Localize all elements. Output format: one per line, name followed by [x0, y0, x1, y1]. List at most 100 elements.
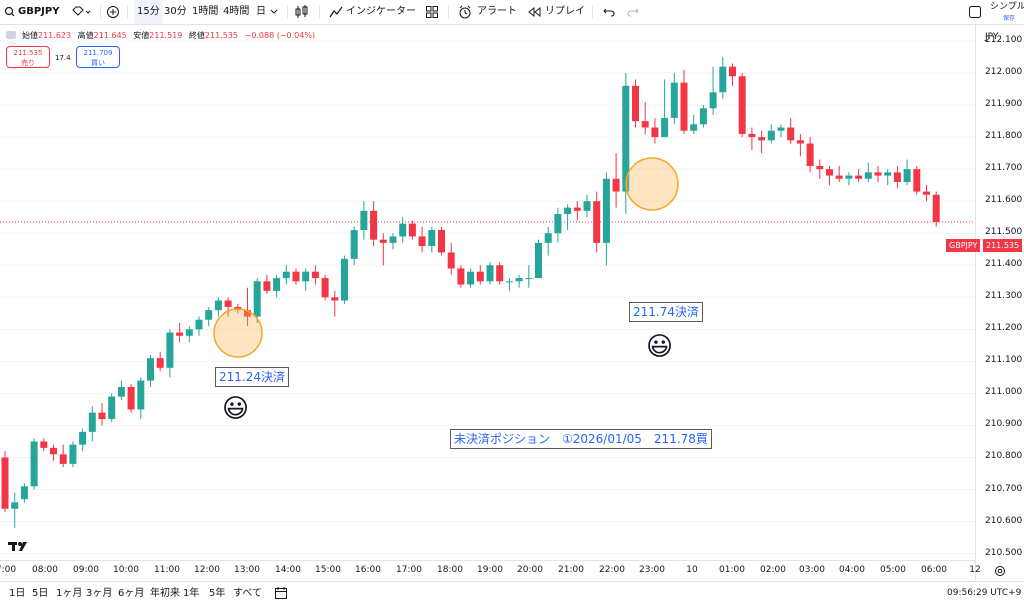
candle[interactable]: [341, 255, 348, 304]
candle[interactable]: [273, 274, 281, 298]
candle[interactable]: [311, 265, 319, 285]
interval-15m[interactable]: 15分: [134, 0, 163, 24]
candle[interactable]: [738, 73, 746, 138]
range-button[interactable]: 3ヶ月: [86, 588, 113, 599]
range-button[interactable]: 1年: [183, 588, 200, 599]
candle[interactable]: [98, 403, 106, 426]
checkbox-icon[interactable]: [968, 0, 982, 24]
candle[interactable]: [515, 274, 523, 288]
candle[interactable]: [874, 165, 882, 182]
candle[interactable]: [30, 438, 38, 490]
indicators-icon[interactable]: [328, 0, 344, 24]
candle[interactable]: [282, 265, 290, 285]
replay-button[interactable]: リプレイ: [545, 6, 585, 17]
simple-mode-label[interactable]: シンプル: [990, 2, 1024, 12]
candle[interactable]: [476, 265, 484, 285]
save-label[interactable]: 保存: [1003, 15, 1016, 22]
candle[interactable]: [88, 406, 96, 442]
candle[interactable]: [205, 306, 213, 327]
candle[interactable]: [709, 66, 717, 115]
candle[interactable]: [787, 117, 795, 144]
tradingview-logo[interactable]: [8, 540, 30, 555]
candle[interactable]: [302, 268, 310, 291]
settings-gear-icon[interactable]: [993, 563, 1007, 582]
chart-style-icon[interactable]: [70, 0, 94, 24]
candle[interactable]: [457, 265, 465, 288]
legend-collapse-icon[interactable]: [6, 31, 16, 39]
candle[interactable]: [108, 393, 116, 423]
candle[interactable]: [593, 191, 601, 253]
candle[interactable]: [845, 172, 853, 186]
settle-note-1[interactable]: 211.24決済: [215, 367, 289, 387]
candle[interactable]: [50, 444, 57, 461]
candle[interactable]: [467, 268, 475, 288]
currency-label[interactable]: JPY: [985, 32, 999, 42]
candle[interactable]: [690, 114, 698, 134]
candle[interactable]: [796, 133, 804, 157]
range-button[interactable]: 6ヶ月: [118, 588, 145, 599]
candle[interactable]: [729, 63, 736, 86]
candle[interactable]: [564, 204, 572, 231]
candle[interactable]: [602, 172, 610, 266]
candle[interactable]: [641, 101, 649, 134]
candle[interactable]: [156, 351, 164, 371]
candle[interactable]: [826, 165, 833, 186]
candle[interactable]: [147, 354, 154, 388]
candle[interactable]: [69, 441, 77, 468]
interval-dropdown-icon[interactable]: [268, 0, 280, 24]
candlestick-chart[interactable]: [0, 25, 975, 560]
candle[interactable]: [438, 226, 445, 256]
range-button[interactable]: すべて: [233, 588, 262, 599]
candle[interactable]: [719, 57, 727, 99]
candle[interactable]: [651, 117, 659, 144]
candle[interactable]: [816, 159, 824, 179]
candle[interactable]: [370, 201, 378, 247]
candle[interactable]: [418, 226, 426, 253]
redo-icon[interactable]: [626, 0, 640, 24]
candle[interactable]: [253, 278, 261, 323]
candle[interactable]: [20, 483, 28, 503]
time-axis[interactable]: 7:00 08:00 09:00 10:00 11:00 12:00 13:00 14:00 1…: [0, 560, 981, 581]
candle[interactable]: [137, 377, 145, 420]
candle[interactable]: [525, 265, 533, 288]
candle[interactable]: [893, 165, 901, 189]
candle[interactable]: [195, 316, 203, 336]
range-button[interactable]: 年初来: [150, 588, 180, 599]
candle[interactable]: [680, 69, 688, 134]
candle[interactable]: [176, 322, 184, 343]
alarm-clock-icon[interactable]: [457, 0, 473, 24]
replay-icon[interactable]: [527, 0, 541, 24]
candle[interactable]: [117, 380, 125, 400]
clock-timezone[interactable]: 09:56:29 UTC+9: [947, 588, 1022, 598]
candle[interactable]: [544, 226, 552, 256]
compare-add-icon[interactable]: [106, 0, 120, 24]
candle[interactable]: [855, 169, 863, 182]
layouts-icon[interactable]: [425, 0, 439, 24]
candle[interactable]: [777, 124, 785, 138]
candle[interactable]: [622, 73, 630, 215]
range-button[interactable]: 5年: [209, 588, 226, 599]
alert-button[interactable]: アラート: [477, 6, 517, 17]
candle[interactable]: [185, 326, 193, 343]
candle[interactable]: [408, 220, 416, 240]
candle[interactable]: [40, 438, 48, 452]
symbol-search[interactable]: GBPJPY: [18, 6, 60, 17]
undo-icon[interactable]: [602, 0, 616, 24]
range-button[interactable]: 5日: [32, 588, 49, 599]
interval-1h[interactable]: 1時間: [192, 6, 219, 17]
candle[interactable]: [234, 303, 242, 314]
candle[interactable]: [670, 73, 678, 125]
date-range-calendar-icon[interactable]: [274, 582, 288, 605]
interval-30m[interactable]: 30分: [164, 6, 187, 17]
sell-button[interactable]: 211.535 売り: [6, 46, 50, 68]
candle[interactable]: [583, 194, 591, 218]
candle[interactable]: [661, 79, 669, 138]
candle[interactable]: [554, 207, 562, 243]
candle[interactable]: [612, 153, 620, 208]
candle[interactable]: [447, 242, 455, 275]
candle[interactable]: [923, 185, 930, 202]
candle[interactable]: [632, 79, 639, 128]
candle[interactable]: [59, 444, 67, 468]
candle[interactable]: [913, 165, 921, 195]
candle[interactable]: [758, 130, 766, 154]
